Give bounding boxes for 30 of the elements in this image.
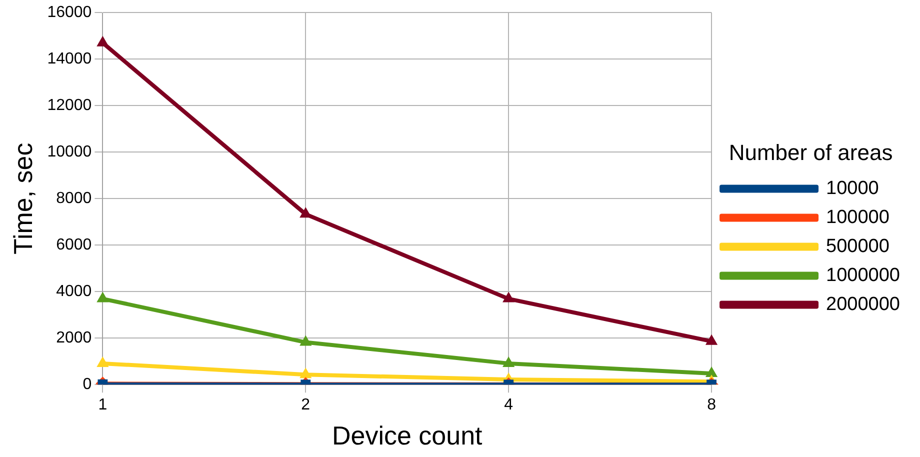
x-axis-title: Device count — [332, 420, 484, 451]
legend-label: 1000000 — [826, 264, 900, 286]
y-tick-label: 2000 — [56, 330, 92, 347]
y-axis-title: Time, sec — [8, 142, 38, 254]
x-tick-label: 2 — [301, 396, 310, 414]
y-tick-label: 0 — [82, 376, 92, 394]
y-tick-label: 16000 — [47, 4, 92, 22]
y-tick-label: 14000 — [47, 50, 92, 68]
y-tick-label: 12000 — [47, 97, 92, 114]
point — [96, 292, 109, 302]
point — [96, 356, 109, 367]
y-tick-label: 8000 — [56, 190, 92, 208]
point — [502, 356, 515, 367]
point — [300, 335, 312, 346]
point — [705, 366, 718, 377]
point — [300, 368, 312, 378]
legend-label: 10000 — [826, 178, 879, 199]
legend-label: 2000000 — [826, 294, 900, 315]
legend-title: Number of areas — [728, 140, 893, 165]
x-tick-label: 4 — [504, 396, 514, 414]
y-tick-label: 4000 — [56, 283, 92, 300]
y-tick-label: 6000 — [56, 236, 92, 254]
point — [705, 334, 718, 345]
legend-label: 100000 — [826, 206, 890, 228]
x-tick-label: 1 — [98, 396, 108, 414]
point — [502, 292, 515, 302]
y-tick-label: 10000 — [47, 144, 92, 161]
point — [96, 36, 109, 46]
x-tick-label: 8 — [707, 396, 716, 414]
legend-label: 500000 — [826, 236, 890, 257]
